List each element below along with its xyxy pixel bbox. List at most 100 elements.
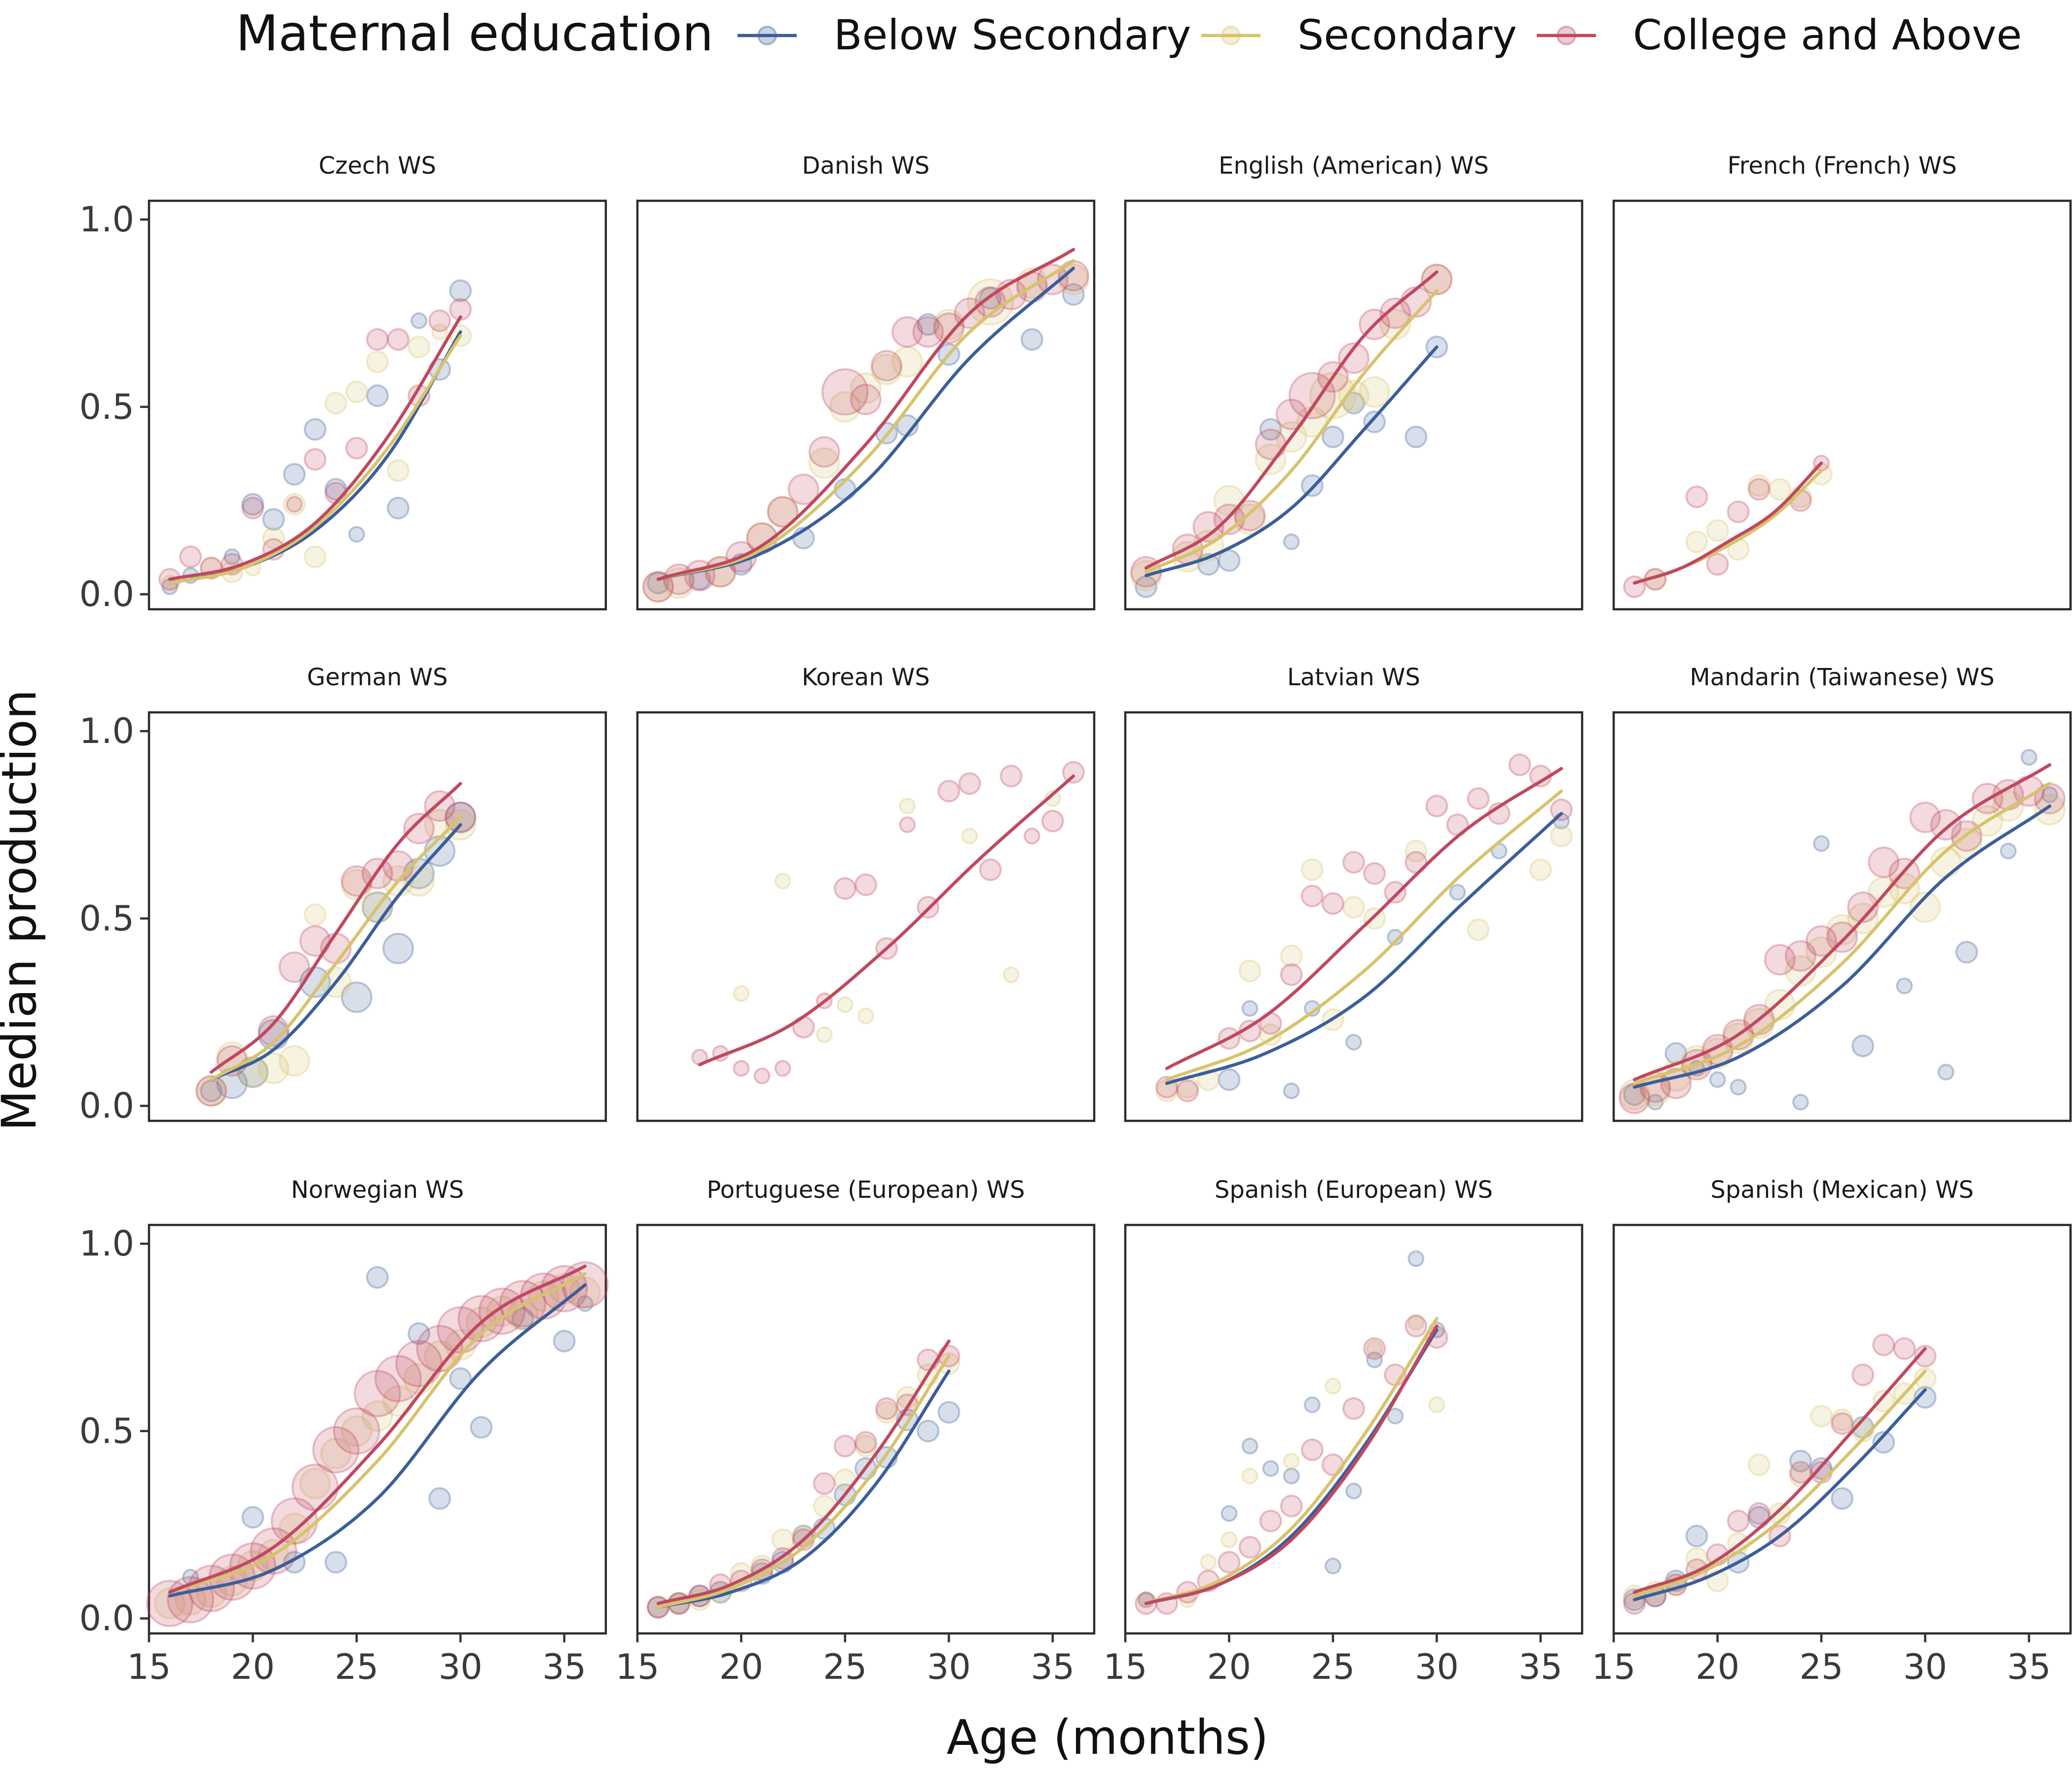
data-point xyxy=(875,1397,898,1420)
data-point xyxy=(1805,925,1837,957)
panel-title: Korean WS xyxy=(802,664,930,691)
data-point xyxy=(1241,1467,1258,1484)
panel-english-american-ws: English (American) WS xyxy=(1124,152,1584,611)
data-point xyxy=(366,1266,389,1289)
data-point xyxy=(241,1506,264,1529)
x-tick-label: 35 xyxy=(1031,1647,1074,1687)
fit-curve-secondary xyxy=(1144,289,1439,574)
data-point xyxy=(1363,410,1386,434)
y-tick-label: 0.5 xyxy=(79,1411,134,1451)
data-point xyxy=(407,335,431,359)
data-point xyxy=(1685,1524,1708,1548)
data-point xyxy=(961,827,978,845)
x-tick-label: 15 xyxy=(1103,1647,1147,1687)
data-point xyxy=(403,865,435,897)
panel-frame xyxy=(1124,199,1584,611)
data-point xyxy=(854,873,877,896)
x-tick-label: 30 xyxy=(927,1647,971,1687)
points-college-and-above xyxy=(691,761,1085,1084)
panel-frame xyxy=(1612,1223,2072,1635)
data-point xyxy=(366,350,389,373)
points-secondary xyxy=(1138,1314,1445,1608)
data-point xyxy=(299,1468,331,1500)
fit-curve-secondary xyxy=(656,1354,951,1609)
x-tick-label: 30 xyxy=(439,1647,482,1687)
data-point xyxy=(1363,1337,1386,1360)
points-college-and-above xyxy=(1155,753,1573,1103)
data-point xyxy=(1221,1531,1238,1549)
data-point xyxy=(362,1400,393,1432)
data-point xyxy=(258,1052,290,1084)
data-point xyxy=(374,1355,422,1403)
data-point xyxy=(1421,263,1453,296)
data-point xyxy=(278,1045,310,1077)
data-point xyxy=(1872,1333,1895,1357)
legend-marker-below-secondary xyxy=(757,26,777,45)
legend-entry-college-and-above: College and Above xyxy=(1537,11,2022,59)
data-point xyxy=(320,1438,352,1470)
points-secondary xyxy=(1623,1367,1937,1608)
data-point xyxy=(1309,372,1357,420)
data-point xyxy=(154,1588,186,1620)
data-point xyxy=(808,447,840,479)
data-point xyxy=(829,391,861,423)
legend: Maternal education Below Secondary Second… xyxy=(236,4,2022,62)
data-point xyxy=(1529,858,1552,882)
data-point xyxy=(1283,1452,1300,1470)
data-point xyxy=(449,279,472,302)
data-point xyxy=(813,1494,836,1517)
data-point xyxy=(366,384,389,407)
data-point xyxy=(1805,936,1837,968)
data-point xyxy=(1359,376,1391,408)
data-point xyxy=(407,1322,431,1345)
x-tick-label: 35 xyxy=(542,1647,586,1687)
data-point xyxy=(1421,263,1453,296)
data-point xyxy=(1847,891,1879,924)
panel-frame xyxy=(636,1223,1096,1635)
data-point xyxy=(1218,1551,1241,1574)
data-point xyxy=(1020,328,1043,351)
panel-title: French (French) WS xyxy=(1727,152,1957,180)
data-point xyxy=(2020,749,2037,766)
data-point xyxy=(774,872,791,889)
data-point xyxy=(1914,1344,1937,1368)
data-point xyxy=(1789,1449,1812,1473)
data-point xyxy=(1405,1315,1428,1338)
data-point xyxy=(1342,896,1365,919)
data-point xyxy=(767,496,799,528)
data-point xyxy=(283,463,306,486)
fit-curve-college-and-above xyxy=(1165,767,1563,1070)
data-point xyxy=(1914,1386,1937,1409)
points-secondary xyxy=(647,1352,961,1619)
fit-curve-college-and-above xyxy=(1144,270,1439,570)
data-point xyxy=(1384,881,1407,904)
x-tick-label: 35 xyxy=(2007,1647,2051,1687)
data-point xyxy=(937,779,961,803)
data-point xyxy=(821,368,869,416)
data-point xyxy=(1002,966,1020,983)
data-point xyxy=(642,571,674,603)
panel-title: German WS xyxy=(307,664,447,691)
data-point xyxy=(1379,308,1411,340)
data-point xyxy=(2034,782,2066,814)
data-point xyxy=(1909,801,1941,833)
data-point xyxy=(449,1367,472,1390)
data-point xyxy=(387,459,410,482)
data-point xyxy=(999,765,1023,788)
panel-spanish-mexican-ws: Spanish (Mexican) WS 15 20 25 30 35 xyxy=(1591,1176,2072,1687)
data-point xyxy=(891,346,924,378)
y-axis-title: Median production xyxy=(0,689,47,1131)
data-point xyxy=(1172,541,1204,573)
data-point xyxy=(340,1415,372,1447)
data-point xyxy=(1259,418,1282,441)
data-point xyxy=(1999,843,2017,860)
data-point xyxy=(767,496,799,528)
data-point xyxy=(324,392,347,415)
data-point xyxy=(1041,810,1064,833)
panel-french-french-ws: French (French) WS xyxy=(1612,152,2072,611)
fit-curve-college-and-above xyxy=(656,248,1075,581)
data-point xyxy=(642,571,674,603)
panel-czech-ws: Czech WS 0.0 0.5 1.0 xyxy=(79,152,607,615)
data-point xyxy=(966,278,1014,326)
panel-frame xyxy=(1612,199,2072,611)
